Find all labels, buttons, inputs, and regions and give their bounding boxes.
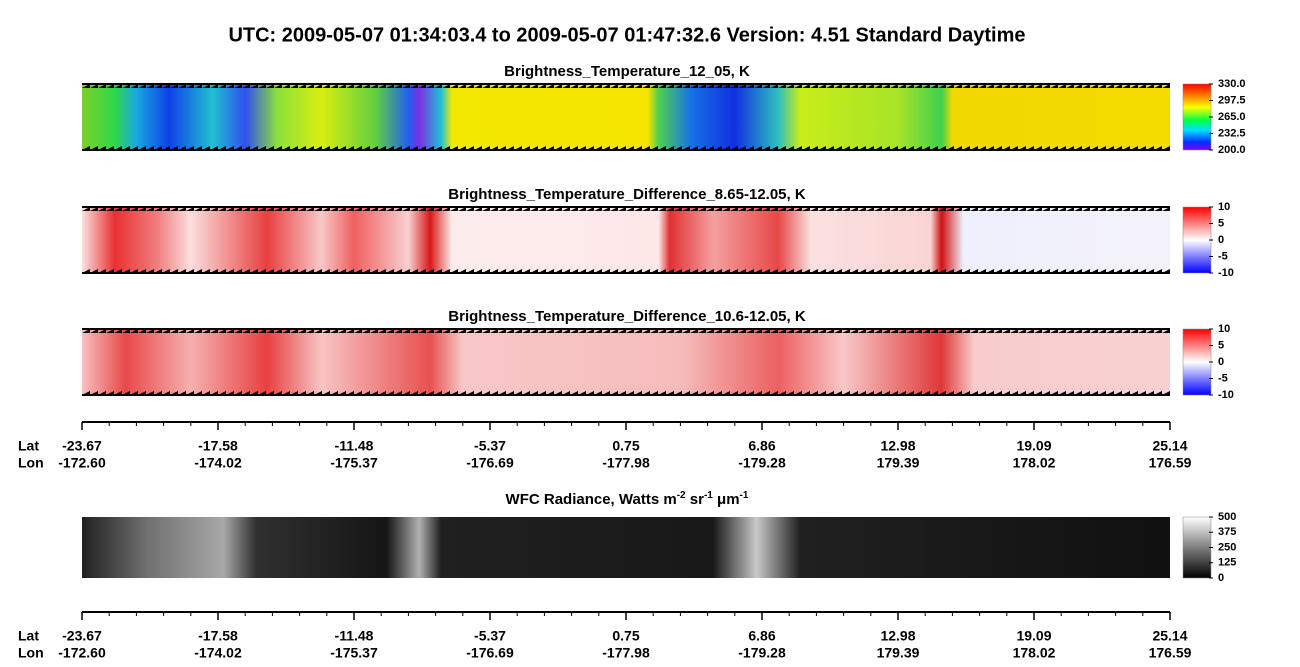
lon-tick-label: -174.02 (194, 455, 242, 471)
lon-tick-label: -175.37 (330, 645, 378, 661)
colorbar (1182, 328, 1212, 396)
colorbar (1182, 83, 1212, 151)
lat-tick-label: -17.58 (198, 628, 238, 644)
panel-title: Brightness_Temperature_12_05, K (504, 63, 750, 80)
lon-tick-label: -172.60 (58, 455, 106, 471)
lon-tick-label: -177.98 (602, 645, 650, 661)
colorbar-tick-label: -5 (1218, 250, 1228, 262)
lon-tick-label: -172.60 (58, 645, 106, 661)
page-title: UTC: 2009-05-07 01:34:03.4 to 2009-05-07… (228, 24, 1025, 46)
lat-tick-label: -5.37 (474, 438, 506, 454)
lon-tick-label: 178.02 (1013, 455, 1056, 471)
border-line (82, 394, 1170, 396)
lat-tick-label: 0.75 (612, 628, 639, 644)
colorbar-tick-label: 5 (1218, 217, 1224, 229)
border-line (82, 83, 1170, 85)
lat-tick-label: -11.48 (335, 438, 374, 454)
wfc-colorbar (1182, 516, 1212, 579)
lat-tick-label: -23.67 (62, 628, 102, 644)
colorbar-tick-label: 10 (1218, 323, 1230, 335)
colorbar-tick-label: 125 (1218, 557, 1236, 569)
lat-tick-label: 6.86 (748, 628, 775, 644)
lat-tick-label: 12.98 (880, 628, 915, 644)
lon-label: Lon (18, 455, 44, 471)
colorbar-tick-label: 265.0 (1218, 111, 1246, 123)
lon-tick-label: -174.02 (194, 645, 242, 661)
border-line (82, 272, 1170, 274)
wfc-title-part: sr (686, 491, 705, 508)
wfc-title: WFC Radiance, Watts m-2 sr-1 μm-1 (506, 490, 749, 508)
lat-label: Lat (18, 438, 39, 454)
lon-tick-label: -177.98 (602, 455, 650, 471)
wfc-title-part: WFC Radiance, Watts m (506, 491, 677, 508)
lon-tick-label: 176.59 (1149, 645, 1192, 661)
wfc-title-part: -1 (740, 490, 749, 501)
lat-tick-label: 25.14 (1152, 438, 1187, 454)
colorbar-tick-label: -10 (1218, 389, 1234, 401)
panel-image (82, 329, 1170, 395)
colorbar-tick-label: 0 (1218, 234, 1224, 246)
colorbar-tick-label: 5 (1218, 339, 1224, 351)
border-line (82, 206, 1170, 208)
lon-label: Lon (18, 645, 44, 661)
wfc-title-part: μm (713, 491, 740, 508)
lon-tick-label: 176.59 (1149, 455, 1192, 471)
lat-tick-label: -17.58 (198, 438, 238, 454)
lat-tick-label: 0.75 (612, 438, 639, 454)
colorbar-tick-label: -10 (1218, 267, 1234, 279)
colorbar-tick-label: 0 (1218, 356, 1224, 368)
colorbar-tick-label: 330.0 (1218, 78, 1246, 90)
lon-tick-label: -179.28 (738, 455, 786, 471)
colorbar-tick-label: 375 (1218, 526, 1236, 538)
lon-tick-label: -175.37 (330, 455, 378, 471)
colorbar-tick-label: 297.5 (1218, 94, 1246, 106)
lon-tick-label: -176.69 (466, 455, 514, 471)
lat-tick-label: -11.48 (335, 628, 374, 644)
border-line (82, 328, 1170, 330)
lat-tick-label: 19.09 (1016, 628, 1051, 644)
wfc-image (82, 517, 1170, 578)
lon-tick-label: 179.39 (877, 455, 920, 471)
panel-title: Brightness_Temperature_Difference_10.6-1… (448, 308, 806, 325)
lat-tick-label: 6.86 (748, 438, 775, 454)
colorbar-tick-label: 200.0 (1218, 144, 1246, 156)
wfc-title-part: -1 (704, 490, 713, 501)
colorbar-tick-label: 0 (1218, 572, 1224, 584)
panel-title: Brightness_Temperature_Difference_8.65-1… (448, 186, 806, 203)
colorbar-tick-label: 232.5 (1218, 127, 1246, 139)
colorbar-tick-label: 500 (1218, 511, 1236, 523)
lon-tick-label: 178.02 (1013, 645, 1056, 661)
lon-tick-label: 179.39 (877, 645, 920, 661)
lat-tick-label: 19.09 (1016, 438, 1051, 454)
panel-image (82, 84, 1170, 150)
border-line (82, 149, 1170, 151)
colorbar (1182, 206, 1212, 274)
colorbar-tick-label: 10 (1218, 201, 1230, 213)
colorbar-tick-label: 250 (1218, 541, 1236, 553)
lat-tick-label: 25.14 (1152, 628, 1187, 644)
lon-tick-label: -176.69 (466, 645, 514, 661)
lat-tick-label: -5.37 (474, 628, 506, 644)
lon-tick-label: -179.28 (738, 645, 786, 661)
lat-label: Lat (18, 628, 39, 644)
panel-image (82, 207, 1170, 273)
colorbar-tick-label: -5 (1218, 372, 1228, 384)
wfc-title-part: -2 (677, 490, 686, 501)
lat-tick-label: -23.67 (62, 438, 102, 454)
lat-tick-label: 12.98 (880, 438, 915, 454)
